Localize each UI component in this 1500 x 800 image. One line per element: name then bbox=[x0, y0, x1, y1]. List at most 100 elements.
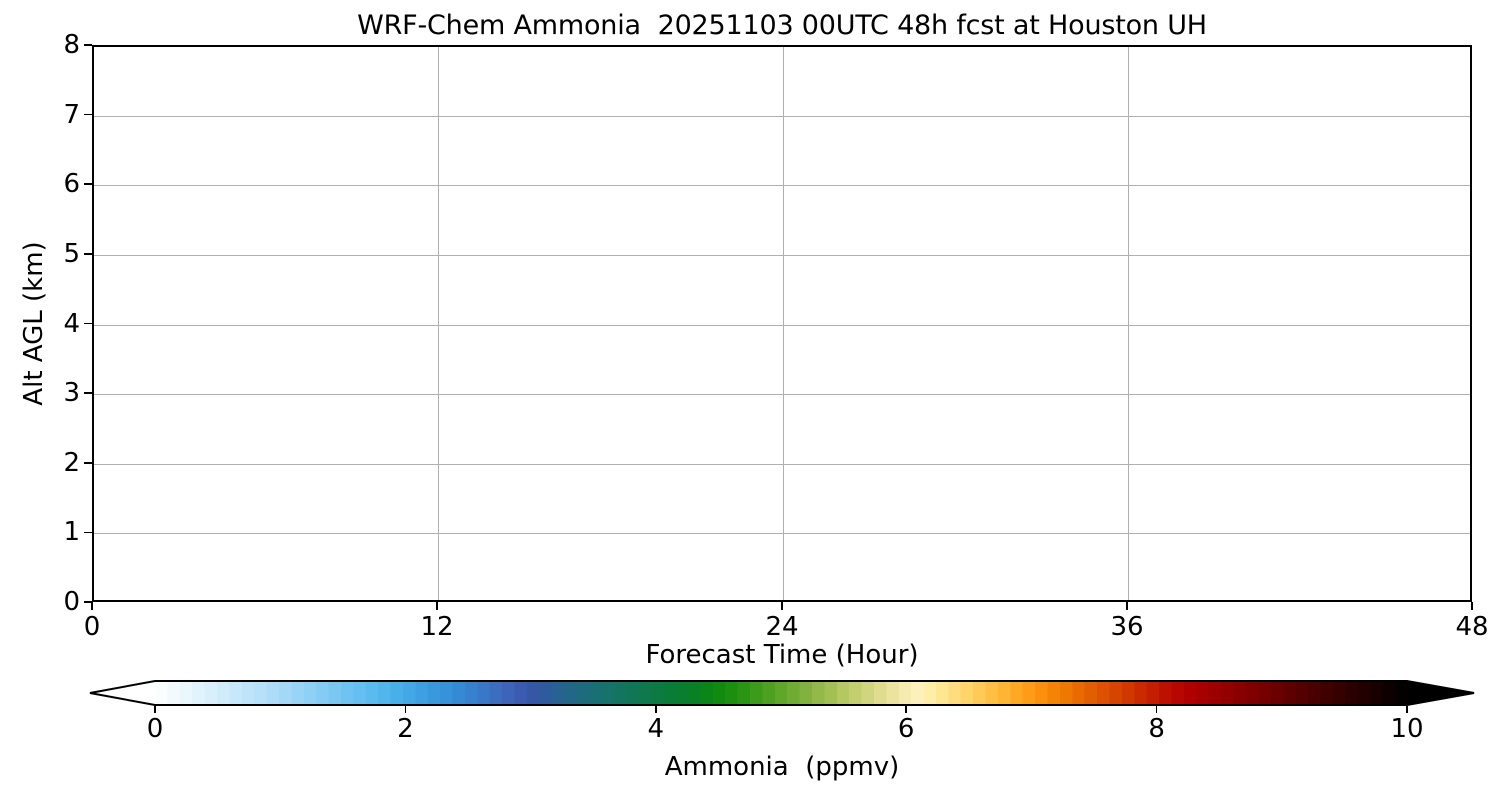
colorbar-tick-label: 8 bbox=[1148, 714, 1165, 744]
y-tick-label: 4 bbox=[63, 308, 80, 339]
colorbar-tick-mark bbox=[655, 706, 657, 713]
colorbar-band bbox=[1307, 681, 1321, 705]
colorbar-band bbox=[1183, 681, 1197, 705]
colorbar-band bbox=[1047, 681, 1061, 705]
colorbar-band bbox=[1258, 681, 1272, 705]
colorbar-band bbox=[415, 681, 429, 705]
colorbar-band bbox=[1320, 681, 1334, 705]
gridline-vertical bbox=[438, 47, 439, 600]
y-tick-mark bbox=[84, 253, 92, 255]
colorbar-band bbox=[328, 681, 342, 705]
colorbar-band bbox=[440, 681, 454, 705]
colorbar-band bbox=[1134, 681, 1148, 705]
colorbar-tick-label: 4 bbox=[647, 714, 665, 744]
y-tick-mark bbox=[84, 322, 92, 325]
colorbar-band bbox=[1059, 681, 1073, 705]
colorbar-band bbox=[1171, 681, 1185, 705]
colorbar-band bbox=[204, 681, 218, 705]
x-axis-label: Forecast Time (Hour) bbox=[645, 640, 919, 670]
colorbar-band bbox=[1221, 681, 1235, 705]
colorbar-outline bbox=[89, 680, 1475, 706]
colorbar-band bbox=[1035, 681, 1049, 705]
colorbar-band bbox=[1270, 681, 1284, 705]
colorbar-band bbox=[626, 681, 640, 705]
colorbar-tick-label: 6 bbox=[897, 714, 915, 744]
colorbar-band bbox=[774, 681, 788, 705]
colorbar-band bbox=[973, 681, 987, 705]
colorbar-band bbox=[935, 681, 949, 705]
x-tick-mark bbox=[1126, 602, 1128, 610]
colorbar-band bbox=[1245, 681, 1259, 705]
colorbar-band bbox=[811, 681, 825, 705]
y-tick-mark bbox=[84, 531, 92, 534]
gridline-vertical bbox=[783, 47, 784, 600]
colorbar-band bbox=[229, 681, 243, 705]
colorbar-band bbox=[365, 681, 379, 705]
x-tick-mark bbox=[91, 602, 93, 610]
colorbar-band bbox=[167, 681, 181, 705]
colorbar-band bbox=[464, 681, 478, 705]
colorbar-tick-mark bbox=[1155, 706, 1158, 713]
y-tick-label: 7 bbox=[63, 99, 80, 130]
colorbar-band bbox=[340, 681, 354, 705]
colorbar-band bbox=[1022, 681, 1036, 705]
colorbar-band bbox=[700, 681, 714, 705]
colorbar-band bbox=[1332, 681, 1346, 705]
colorbar-band bbox=[948, 681, 962, 705]
colorbar-band bbox=[663, 681, 677, 705]
colorbar-band bbox=[650, 681, 664, 705]
colorbar-band bbox=[675, 681, 689, 705]
y-tick-label: 6 bbox=[63, 169, 80, 200]
colorbar-band bbox=[551, 681, 565, 705]
colorbar-band bbox=[836, 681, 850, 705]
y-tick-label: 0 bbox=[63, 587, 80, 617]
colorbar-band bbox=[1159, 681, 1173, 705]
colorbar-band bbox=[824, 681, 838, 705]
chart-title: WRF-Chem Ammonia 20251103 00UTC 48h fcst… bbox=[357, 10, 1207, 41]
colorbar-band bbox=[1121, 681, 1135, 705]
colorbar-tick-label: 2 bbox=[397, 714, 414, 744]
colorbar-band bbox=[985, 681, 999, 705]
y-tick-label: 3 bbox=[63, 378, 80, 409]
colorbar-band bbox=[216, 681, 230, 705]
colorbar-band bbox=[997, 681, 1011, 705]
colorbar-tick-label: 10 bbox=[1390, 714, 1424, 744]
colorbar-band bbox=[1196, 681, 1210, 705]
colorbar-band bbox=[1208, 681, 1222, 705]
colorbar-band bbox=[861, 681, 875, 705]
colorbar-tick-mark bbox=[905, 706, 907, 713]
colorbar-tick-label: 0 bbox=[146, 714, 164, 744]
colorbar-band bbox=[688, 681, 702, 705]
y-tick-label: 1 bbox=[63, 517, 80, 548]
colorbar-band bbox=[588, 681, 602, 705]
colorbar-band bbox=[576, 681, 590, 705]
colorbar-label: Ammonia (ppmv) bbox=[664, 752, 900, 782]
colorbar-band bbox=[799, 681, 813, 705]
x-tick-mark bbox=[781, 602, 783, 610]
colorbar-band bbox=[601, 681, 615, 705]
colorbar-band bbox=[1357, 681, 1371, 705]
colorbar-band bbox=[155, 681, 168, 705]
x-tick-label: 0 bbox=[83, 612, 101, 642]
colorbar-band bbox=[254, 681, 268, 705]
y-tick-mark bbox=[84, 392, 92, 394]
colorbar-band bbox=[192, 681, 206, 705]
gridline-horizontal bbox=[94, 394, 1470, 396]
colorbar-band bbox=[390, 681, 404, 705]
y-tick-label: 8 bbox=[63, 30, 80, 60]
colorbar-band bbox=[514, 681, 528, 705]
colorbar-tick-mark bbox=[154, 706, 156, 713]
gridline-horizontal bbox=[94, 463, 1470, 465]
x-tick-label: 48 bbox=[1455, 612, 1489, 642]
gridline-horizontal bbox=[94, 115, 1470, 117]
colorbar-band bbox=[278, 681, 292, 705]
colorbar-band bbox=[291, 681, 305, 705]
colorbar-band bbox=[452, 681, 466, 705]
colorbar-band bbox=[353, 681, 367, 705]
colorbar-band bbox=[886, 681, 900, 705]
horizontal-gridlines bbox=[94, 47, 1470, 600]
x-tick-mark bbox=[436, 602, 438, 610]
gridline-horizontal bbox=[94, 185, 1470, 187]
x-tick-label: 36 bbox=[1110, 612, 1144, 642]
